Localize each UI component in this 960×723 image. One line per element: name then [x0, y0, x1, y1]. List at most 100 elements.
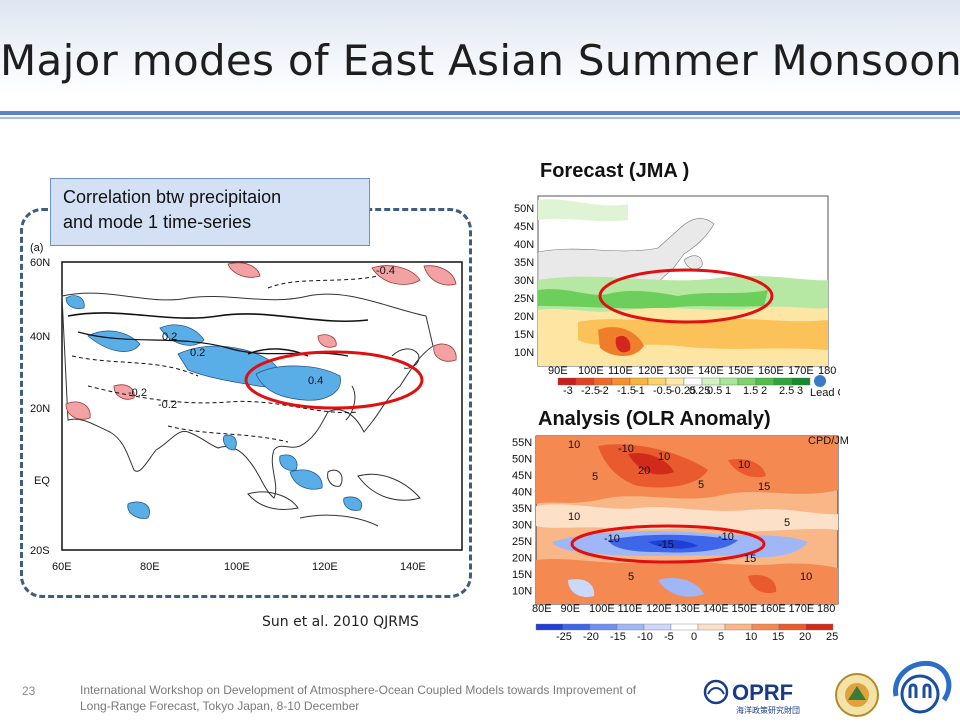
- lon-label: 60E: [52, 561, 72, 573]
- forecast-title: Forecast (JMA ): [540, 160, 690, 182]
- lon-label: 120E: [638, 365, 664, 377]
- lat-label: EQ: [34, 475, 50, 487]
- page-number: 23: [22, 684, 36, 698]
- highlight-ellipse: [244, 350, 424, 410]
- footer-text: International Workshop on Development of…: [80, 682, 700, 714]
- oprf-logo-subtext: 海洋政策研究財団: [736, 705, 800, 715]
- contour-label: 10: [658, 451, 670, 463]
- colorbar-swatch: [737, 377, 757, 386]
- colorbar-swatch: [643, 623, 672, 631]
- colorbar-swatch: [629, 377, 649, 386]
- contour-label: 10: [568, 511, 580, 523]
- analysis-lon-labels: 80E 90E 100E 110E 120E 130E 140E 150E 160E 170E 18…: [532, 603, 835, 615]
- contour-label: 5: [628, 571, 634, 583]
- colorbar-swatch: [755, 377, 775, 386]
- contour-label: 15: [758, 481, 770, 493]
- colorbar-swatch: [589, 623, 618, 631]
- correlation-map: (a) -0.4: [28, 236, 468, 576]
- lat-label: 20N: [512, 553, 532, 565]
- colorbar-label: -0.25: [671, 385, 696, 397]
- lat-label: 40N: [512, 487, 532, 499]
- colorbar-swatch: [665, 377, 685, 386]
- colorbar-swatch: [778, 623, 807, 631]
- lat-label: 30N: [512, 520, 532, 532]
- lat-label: 15N: [512, 569, 532, 581]
- lat-label: 15N: [514, 329, 534, 341]
- colorbar-label: -2: [599, 385, 609, 397]
- contour-label: 5: [784, 517, 790, 529]
- lon-label: 180: [817, 603, 835, 615]
- lon-label: 80E: [140, 561, 160, 573]
- lat-label: 25N: [514, 293, 534, 305]
- colorbar-swatch: [670, 623, 699, 631]
- institute-logo-icon: [888, 656, 956, 718]
- agency-seal-icon: [834, 672, 880, 718]
- colorbar-swatch: [773, 377, 793, 386]
- colorbar-swatch: [719, 377, 739, 386]
- contour-label: -10: [604, 533, 620, 545]
- lat-label: 20N: [30, 403, 50, 415]
- colorbar-swatch: [593, 377, 613, 386]
- oprf-logo-text: OPRF: [732, 680, 793, 705]
- colorbar-label: -1.5: [617, 385, 636, 397]
- callout-line-2: and mode 1 time-series: [63, 212, 252, 232]
- lon-label: 90E: [548, 365, 568, 377]
- colorbar-label: 5: [718, 631, 724, 642]
- wmo-logo-icon: [814, 375, 826, 387]
- analysis-contour-labels: 10 -10 10 5 10 20 15 5 10 -10 -15 -10 5 15 5 10: [568, 439, 812, 583]
- lon-label: 80E: [532, 603, 552, 615]
- colorbar-label: 0: [691, 631, 697, 642]
- lon-label: 100E: [224, 561, 250, 573]
- lon-label: 150E: [728, 365, 754, 377]
- highlight-ellipse: [570, 524, 766, 564]
- lon-label: 180: [818, 365, 836, 377]
- lat-label: 35N: [512, 503, 532, 515]
- colorbar-swatch: [616, 623, 645, 631]
- colorbar-swatch: [557, 377, 577, 386]
- colorbar-swatch: [751, 623, 780, 631]
- colorbar-swatch: [701, 377, 721, 386]
- header-band: [0, 0, 960, 112]
- colorbar-label: 10: [745, 631, 757, 642]
- forecast-colorbar-labels: -3 -2.5 -2 -1.5 -1 -0.5 -0.250.250.5 1 1.5 2 2.5 3: [563, 385, 803, 397]
- contour-label: 10: [738, 459, 750, 471]
- colorbar-swatch: [805, 623, 834, 631]
- slide-title: Major modes of East Asian Summer Monsoon: [0, 36, 960, 85]
- lat-label: 45N: [514, 221, 534, 233]
- forecast-lon-labels: 90E 100E 110E 120E 130E 140E 150E 160E 170E 180: [548, 365, 836, 377]
- lat-label: 55N: [512, 437, 532, 449]
- lat-label: 20S: [30, 545, 50, 557]
- colorbar-label: -3: [563, 385, 573, 397]
- colorbar-label: 0.25: [689, 385, 710, 397]
- lon-label: 110E: [608, 365, 633, 377]
- lon-label: 140E: [703, 603, 729, 615]
- lon-label: 160E: [760, 603, 786, 615]
- callout-line-1: Correlation btw precipitaion: [63, 187, 282, 207]
- colorbar-label: -5: [664, 631, 674, 642]
- lat-label: 10N: [512, 586, 532, 598]
- analysis-map: CPD/JMA 55N 50N 45N 40N 35N 30N 25N 20N 15N 10N 8…: [508, 430, 848, 642]
- contour-label: -10: [718, 531, 734, 543]
- contour-label: 5: [698, 479, 704, 491]
- colorbar-label: -15: [610, 631, 626, 642]
- contour-label: -10: [618, 443, 634, 455]
- colorbar-swatch: [791, 377, 811, 386]
- colorbar-label: 3: [797, 385, 803, 397]
- footer-line-2: Long-Range Forecast, Tokyo Japan, 8-10 D…: [80, 699, 360, 713]
- lon-label: 110E: [618, 603, 643, 615]
- lat-label: 45N: [512, 470, 532, 482]
- lon-label: 100E: [578, 365, 604, 377]
- colorbar-label: 20: [799, 631, 811, 642]
- contour-label: -0.2: [128, 387, 147, 399]
- lat-label: 40N: [30, 331, 50, 343]
- colorbar-label: 2.5: [779, 385, 794, 397]
- lat-label: 10N: [514, 347, 534, 359]
- citation: Sun et al. 2010 QJRMS: [262, 614, 419, 630]
- colorbar-label: -2.5: [581, 385, 600, 397]
- title-divider-thin: [0, 117, 960, 119]
- contour-label: -15: [658, 539, 674, 551]
- contour-label: 0.4: [308, 375, 323, 387]
- lon-label: 90E: [561, 603, 581, 615]
- contour-label: 0.2: [190, 347, 205, 359]
- colorbar-swatch: [575, 377, 595, 386]
